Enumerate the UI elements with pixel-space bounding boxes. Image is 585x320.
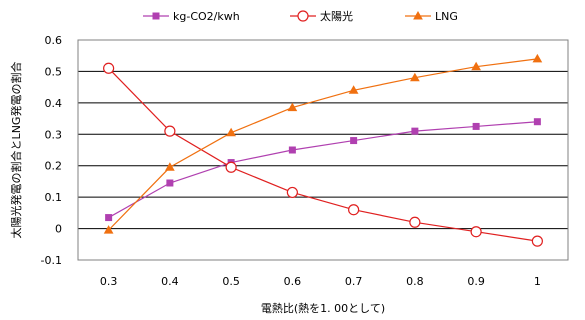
data-point (103, 225, 114, 234)
gridlines (78, 39, 568, 261)
y-tick-label: 0.6 (45, 34, 63, 47)
x-tick-label: 0.9 (467, 275, 485, 288)
data-point (287, 102, 298, 112)
data-point (472, 122, 480, 130)
x-axis-title: 電熱比(熱を1. 00として) (261, 302, 385, 315)
y-tick-label: -0.1 (41, 254, 62, 267)
data-point (297, 10, 309, 22)
data-point (105, 214, 113, 222)
data-point (531, 235, 543, 247)
data-point (225, 161, 237, 173)
y-tick-label: 0 (55, 223, 62, 236)
x-tick-label: 0.7 (345, 275, 363, 288)
data-point (350, 137, 358, 145)
data-point (226, 127, 236, 137)
legend-item-1: 太陽光 (290, 9, 353, 23)
data-point (152, 12, 160, 20)
data-point (166, 179, 174, 187)
y-axis-title: 太陽光発電の割合とLNG発電の割合 (9, 62, 23, 239)
data-point (409, 216, 421, 228)
x-tick-label: 0.6 (284, 275, 302, 288)
legend-item-2: LNG (405, 10, 458, 23)
data-point (164, 125, 176, 137)
data-point (470, 226, 482, 238)
x-tick-label: 0.8 (406, 275, 424, 288)
plot-border (77, 39, 569, 261)
data-point (165, 162, 175, 171)
y-tick-label: 0.2 (45, 160, 63, 173)
data-point (348, 204, 360, 216)
data-point (471, 61, 481, 71)
series-1 (103, 62, 543, 247)
series-2 (103, 53, 543, 234)
legend-item-0: kg-CO2/kwh (143, 10, 240, 23)
y-tick-label: 0.4 (45, 97, 63, 110)
legend-label: LNG (435, 10, 458, 23)
series-group (103, 53, 543, 247)
data-point (413, 10, 423, 20)
y-tick-label: 0.1 (45, 191, 63, 204)
legend-label: kg-CO2/kwh (173, 10, 240, 23)
plot-area (77, 39, 569, 261)
series-line (108, 58, 538, 231)
data-point (411, 127, 419, 135)
y-tick-label: 0.5 (45, 65, 63, 78)
x-tick-label: 0.4 (161, 275, 179, 288)
data-point (103, 62, 115, 74)
series-line (108, 67, 538, 242)
y-tick-label: 0.3 (45, 128, 63, 141)
data-point (286, 186, 298, 199)
x-tick-label: 0.5 (222, 275, 240, 288)
x-axis-ticks: 0.3 0.4 0.5 0.6 0.7 0.8 0.9 1 (100, 275, 541, 288)
x-tick-label: 1 (534, 275, 541, 288)
legend-label: 太陽光 (320, 9, 353, 23)
data-point (532, 53, 543, 63)
data-point (288, 146, 296, 154)
data-point (533, 118, 541, 126)
data-point (410, 72, 420, 82)
series-line (108, 121, 538, 219)
y-axis-ticks: -0.1 0 0.1 0.2 0.3 0.4 0.5 0.6 (41, 34, 62, 267)
legend: kg-CO2/kwh 太陽光 LNG (143, 9, 458, 23)
x-tick-label: 0.3 (100, 275, 118, 288)
data-point (348, 85, 359, 94)
